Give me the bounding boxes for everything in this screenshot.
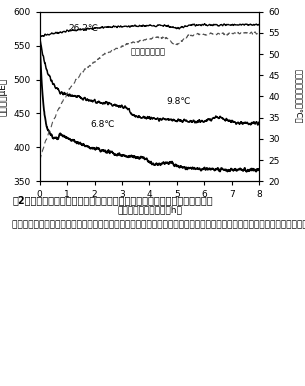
Text: 図内の温度はそれぞれ照明時の人工気象室内気温を示す。図の横軸の０の時に全ての蛍光ランプと白熱灯を点灯。光強度は照明装置の端から３分の２の位置の直下約35 cmの: 図内の温度はそれぞれ照明時の人工気象室内気温を示す。図の横軸の０の時に全ての蛍光… bbox=[12, 220, 305, 229]
Text: 安定器表面温度: 安定器表面温度 bbox=[130, 47, 165, 56]
Text: 6.8℃: 6.8℃ bbox=[91, 120, 115, 129]
Y-axis label: 光強度（μE）: 光強度（μE） bbox=[0, 77, 8, 116]
Text: 9.8℃: 9.8℃ bbox=[166, 97, 190, 106]
Y-axis label: 安定器表面温度（℃）: 安定器表面温度（℃） bbox=[294, 69, 303, 124]
Text: 26.2℃: 26.2℃ bbox=[68, 24, 99, 32]
Text: 噣2．人工気象室内の照明点灯後の光強度の経時変化に及ぼす低温の影鿰。: 噣2．人工気象室内の照明点灯後の光強度の経時変化に及ぼす低温の影鿰。 bbox=[12, 195, 213, 205]
X-axis label: 照明開始からの時間（h）: 照明開始からの時間（h） bbox=[117, 205, 182, 214]
